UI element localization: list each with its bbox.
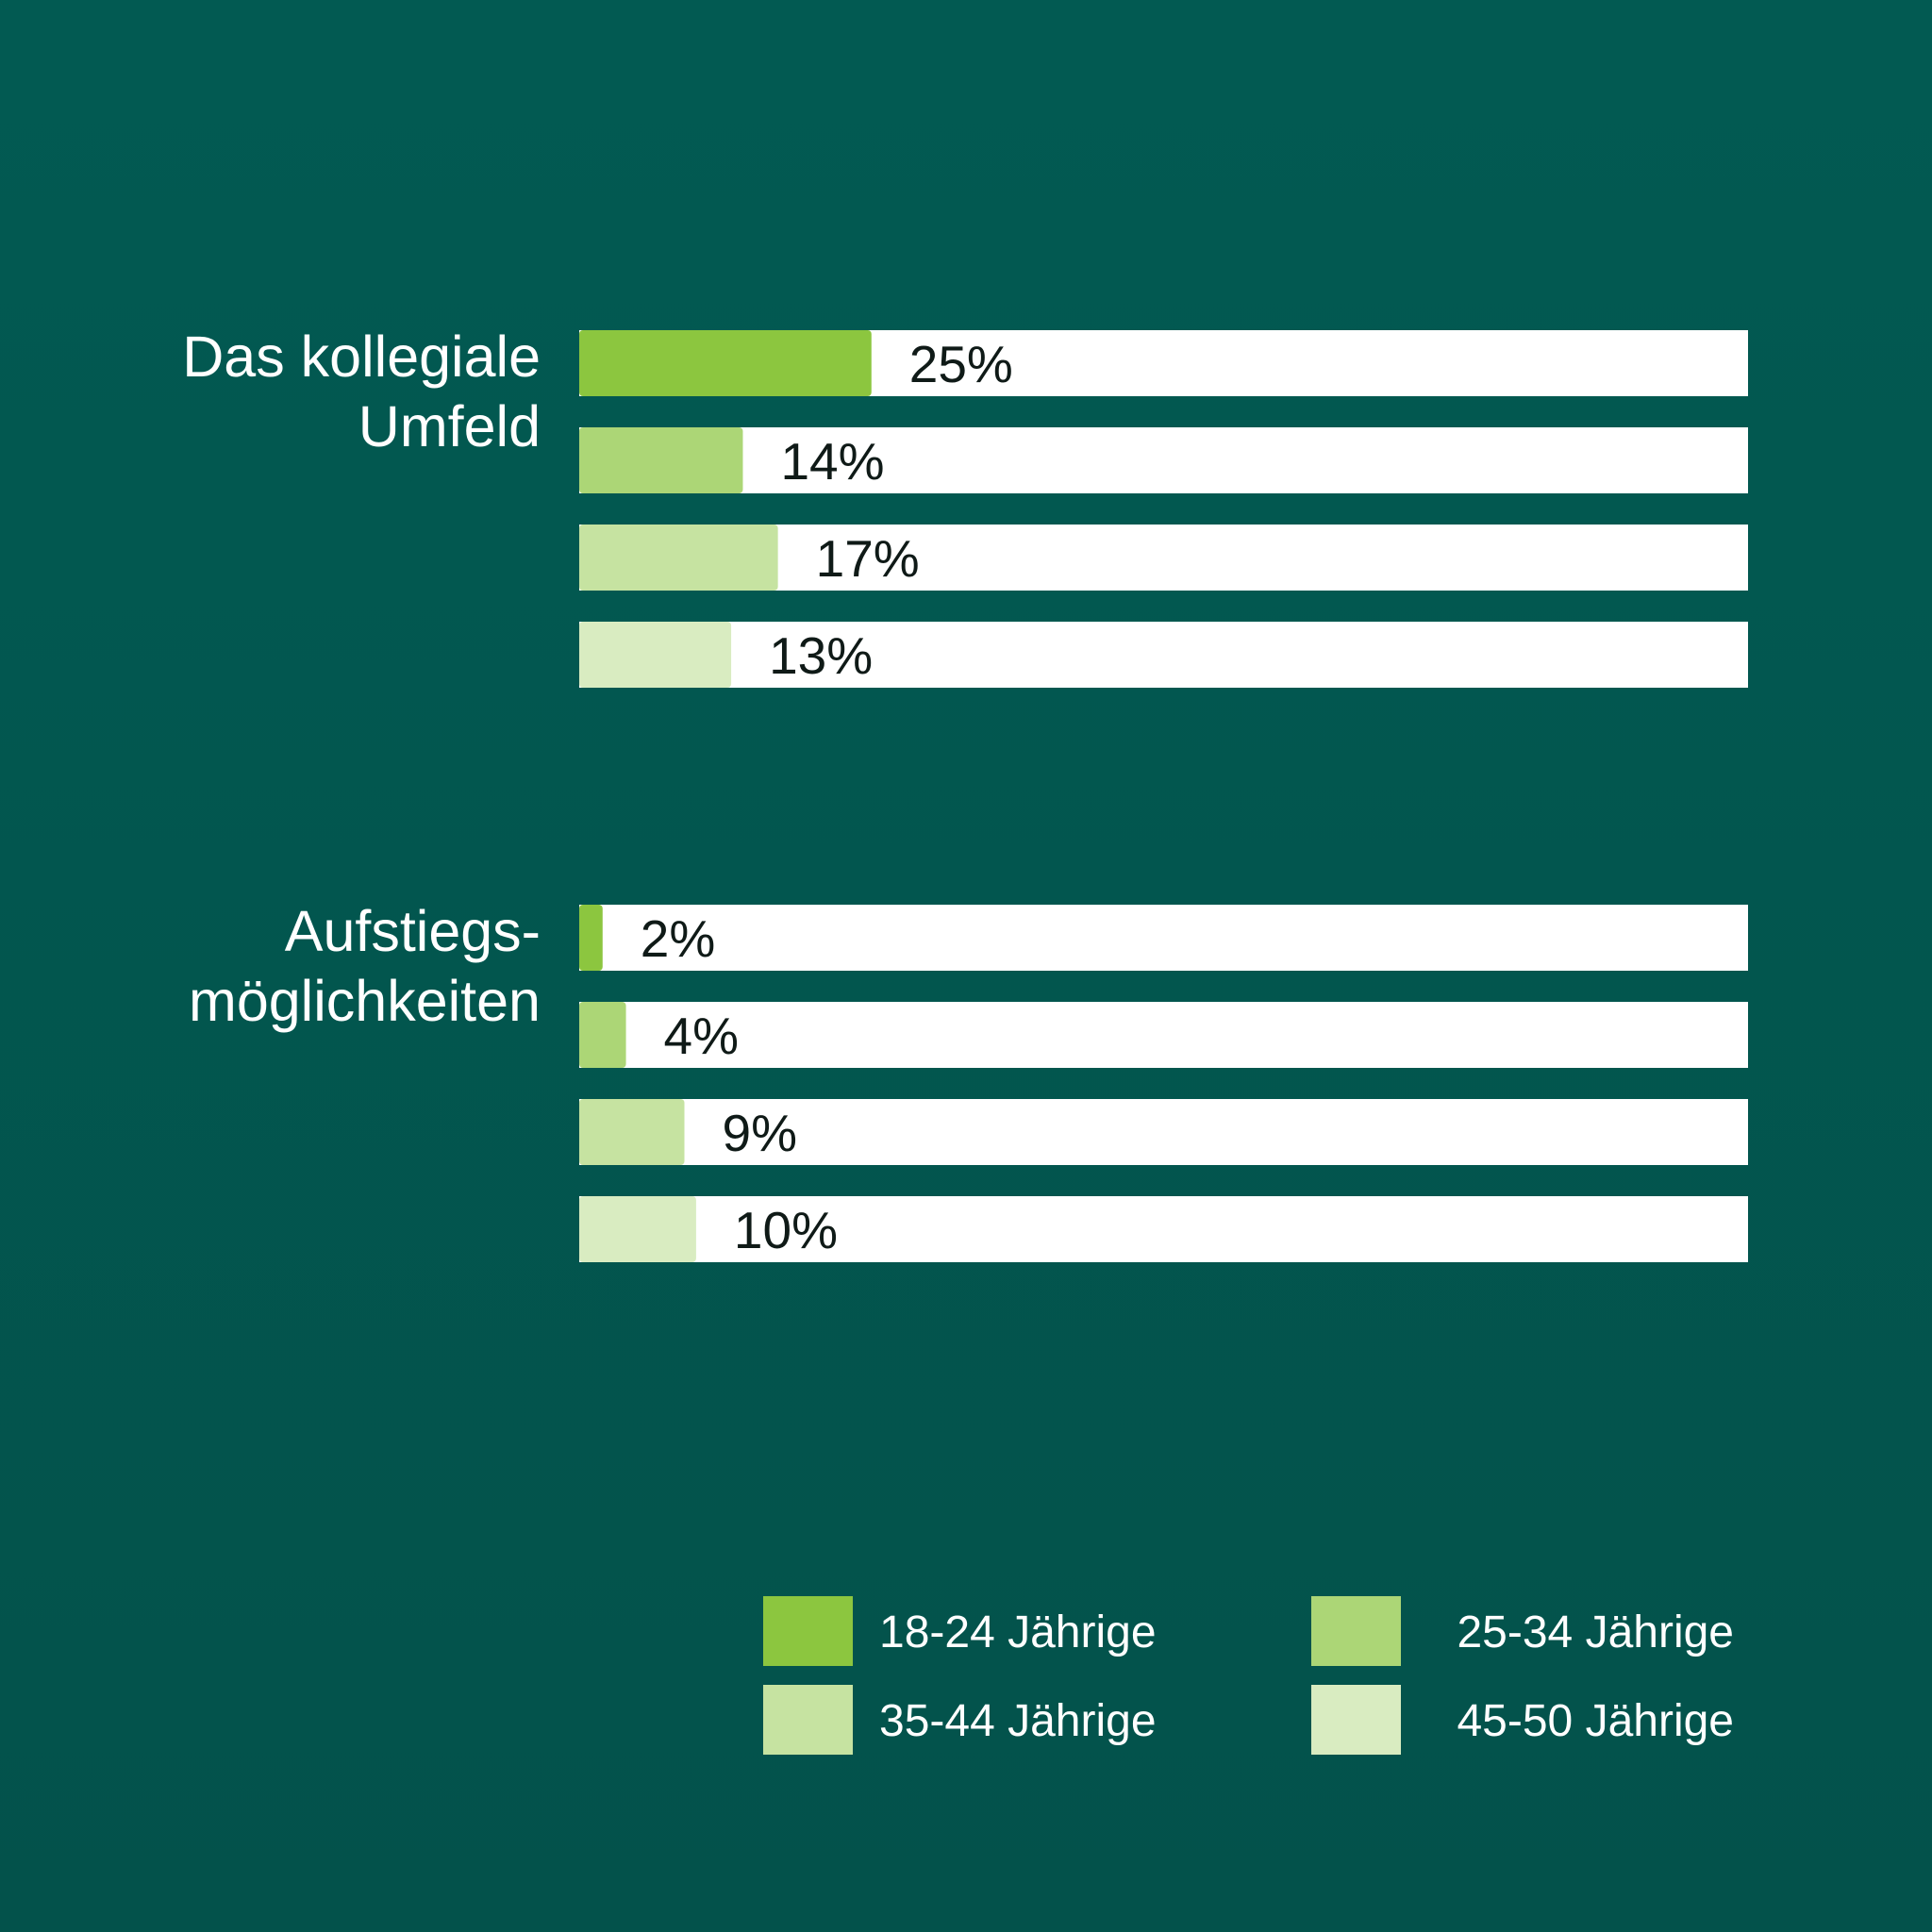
value-label: 17% <box>816 529 920 588</box>
legend-item: 18-24 Jährige <box>763 1596 1157 1666</box>
bar <box>579 622 732 688</box>
group-label-line: möglichkeiten <box>189 969 541 1033</box>
bar-track <box>579 427 1748 493</box>
legend: 18-24 Jährige 25-34 Jährige 35-44 Jährige 4… <box>763 1596 1734 1755</box>
bar-track <box>579 622 1748 688</box>
bar <box>579 427 743 493</box>
bar-track <box>579 1099 1748 1165</box>
bar-group-2: Aufstiegs-möglichkeiten 2% 4% 9% 10% <box>189 899 1748 1262</box>
value-label: 9% <box>723 1104 798 1162</box>
legend-item: 45-50 Jährige <box>1311 1685 1734 1755</box>
bar-track <box>579 1196 1748 1262</box>
bar <box>579 1196 696 1262</box>
legend-label: 45-50 Jährige <box>1457 1696 1734 1746</box>
value-label: 10% <box>734 1201 838 1259</box>
bar <box>579 525 778 591</box>
value-label: 14% <box>780 432 884 491</box>
group-label: Aufstiegs-möglichkeiten <box>189 899 541 1033</box>
bar <box>579 905 603 971</box>
group-label-line: Umfeld <box>358 394 541 458</box>
group-label: Das kollegiale Umfeld <box>182 325 541 458</box>
bar <box>579 330 872 396</box>
legend-label: 35-44 Jährige <box>879 1696 1157 1746</box>
legend-label: 18-24 Jährige <box>879 1607 1157 1657</box>
bar <box>579 1002 626 1068</box>
legend-swatch <box>1311 1685 1401 1755</box>
bar-track <box>579 905 1748 971</box>
bar-track <box>579 1002 1748 1068</box>
bar <box>579 1099 685 1165</box>
legend-label: 25-34 Jährige <box>1457 1607 1734 1657</box>
legend-swatch <box>763 1685 853 1755</box>
chart-groups: Das kollegiale Umfeld 25% 14% 17% 13% Aufstieg… <box>182 325 1748 1262</box>
value-label: 13% <box>769 626 873 685</box>
legend-item: 35-44 Jährige <box>763 1685 1157 1755</box>
legend-swatch <box>1311 1596 1401 1666</box>
group-label-line: Aufstiegs- <box>285 899 541 963</box>
value-label: 4% <box>664 1007 740 1065</box>
legend-swatch <box>763 1596 853 1666</box>
legend-item: 25-34 Jährige <box>1311 1596 1734 1666</box>
bar-group-1: Das kollegiale Umfeld 25% 14% 17% 13% <box>182 325 1748 688</box>
value-label: 25% <box>909 335 1013 393</box>
group-label-line: Das kollegiale <box>182 325 541 389</box>
value-label: 2% <box>641 909 716 968</box>
